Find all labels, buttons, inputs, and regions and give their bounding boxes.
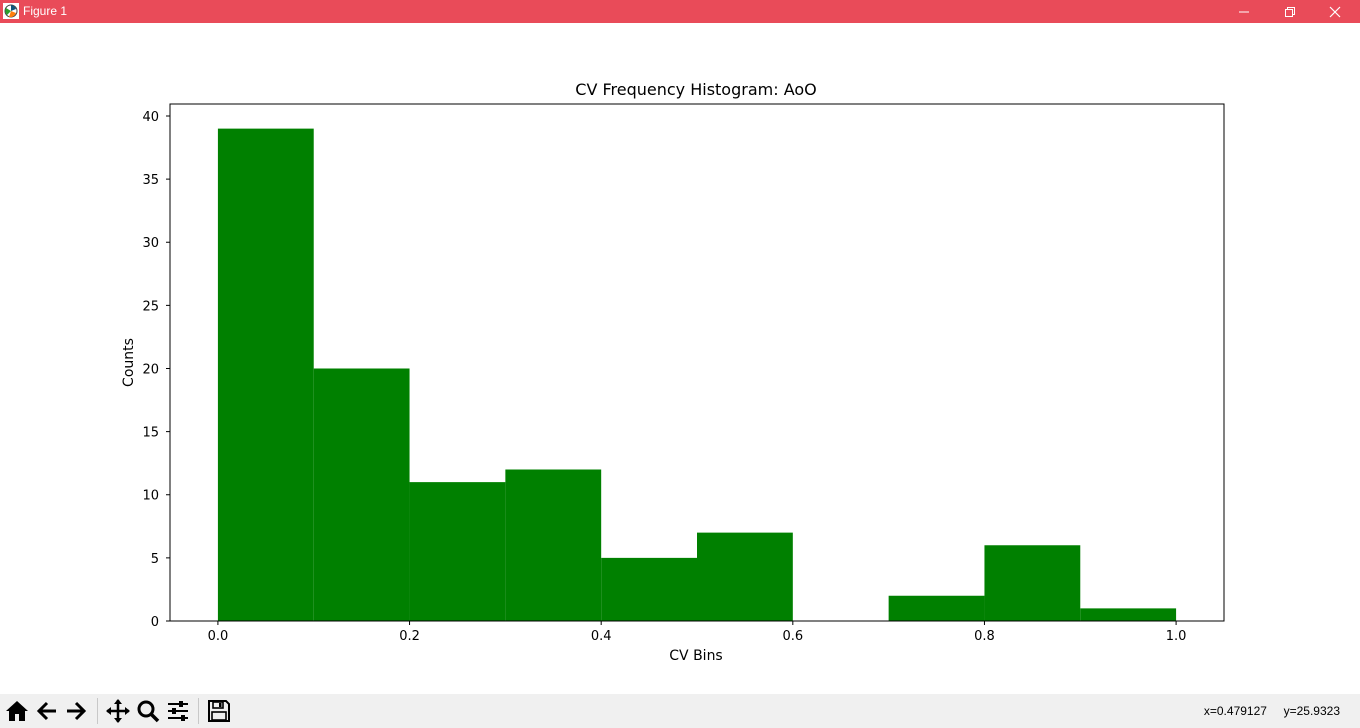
sliders-icon xyxy=(168,701,188,721)
histogram-bar xyxy=(697,532,793,621)
configure-subplots-button[interactable] xyxy=(164,696,192,726)
restore-button[interactable] xyxy=(1267,0,1313,23)
move-icon xyxy=(106,699,130,723)
forward-button[interactable] xyxy=(62,696,90,726)
pan-button[interactable] xyxy=(104,696,132,726)
cursor-coordinates: x=0.479127 y=25.9323 xyxy=(1204,704,1340,718)
y-tick-label: 20 xyxy=(142,362,159,377)
x-tick-label: 0.4 xyxy=(591,629,612,644)
toolbar-separator xyxy=(97,698,98,724)
plot-frame xyxy=(169,103,1225,622)
x-axis-label: CV Bins xyxy=(669,648,722,664)
histogram-bar xyxy=(409,482,506,621)
histogram-bar xyxy=(601,557,697,621)
minimize-button[interactable] xyxy=(1221,0,1267,23)
navigation-toolbar: x=0.479127 y=25.9323 xyxy=(0,694,1360,728)
close-button[interactable] xyxy=(1312,0,1358,23)
arrow-left-icon xyxy=(36,701,56,721)
back-button[interactable] xyxy=(33,696,61,726)
y-tick-label: 10 xyxy=(142,489,159,504)
histogram-bar xyxy=(1080,608,1177,621)
x-tick-label: 1.0 xyxy=(1166,629,1187,644)
histogram-bar xyxy=(313,368,410,621)
cursor-x-readout: x=0.479127 xyxy=(1203,704,1267,718)
minimize-icon xyxy=(1239,11,1249,12)
histogram-bar xyxy=(505,469,602,621)
cursor-y-readout: y=25.9323 xyxy=(1283,704,1340,718)
y-tick-label: 40 xyxy=(142,110,159,125)
histogram-bar xyxy=(888,595,985,621)
y-tick-label: 25 xyxy=(142,299,159,314)
y-tick-label: 15 xyxy=(142,426,159,441)
window-titlebar: Figure 1 xyxy=(0,0,1360,23)
figure-canvas[interactable]: CV Frequency Histogram: AoO 0.0 0.2 0.4 0.6… xyxy=(0,23,1360,694)
save-button[interactable] xyxy=(205,696,233,726)
x-tick-label: 0.0 xyxy=(208,629,229,644)
x-tick-label: 0.8 xyxy=(974,629,995,644)
histogram-bar xyxy=(984,545,1081,621)
histogram-chart: CV Frequency Histogram: AoO 0.0 0.2 0.4 0.6… xyxy=(121,80,1225,664)
y-tick-label: 5 xyxy=(151,552,159,567)
chart-title: CV Frequency Histogram: AoO xyxy=(575,80,816,99)
arrow-right-icon xyxy=(67,701,87,721)
y-tick-label: 35 xyxy=(142,173,159,188)
y-tick-label: 0 xyxy=(151,615,159,630)
zoom-button[interactable] xyxy=(134,696,162,726)
magnifier-icon xyxy=(137,700,160,723)
y-tick-label: 30 xyxy=(142,236,159,251)
toolbar-separator xyxy=(198,698,199,724)
histogram-bar xyxy=(217,128,314,621)
home-button[interactable] xyxy=(3,696,31,726)
floppy-disk-icon xyxy=(208,700,230,722)
close-icon xyxy=(1329,6,1341,17)
window-title: Figure 1 xyxy=(23,4,68,18)
x-tick-label: 0.2 xyxy=(399,629,420,644)
matplotlib-app-icon xyxy=(3,3,19,19)
x-tick-label: 0.6 xyxy=(782,629,803,644)
y-axis-label: Counts xyxy=(121,338,137,387)
home-icon xyxy=(6,701,28,721)
restore-icon xyxy=(1285,6,1295,17)
